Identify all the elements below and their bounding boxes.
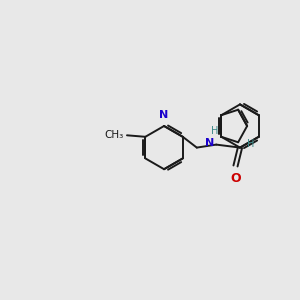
Text: CH₃: CH₃ (104, 130, 123, 140)
Text: N: N (159, 110, 169, 120)
Text: N: N (206, 138, 215, 148)
Text: H: H (247, 139, 254, 149)
Text: H: H (211, 126, 218, 136)
Text: O: O (230, 172, 241, 185)
